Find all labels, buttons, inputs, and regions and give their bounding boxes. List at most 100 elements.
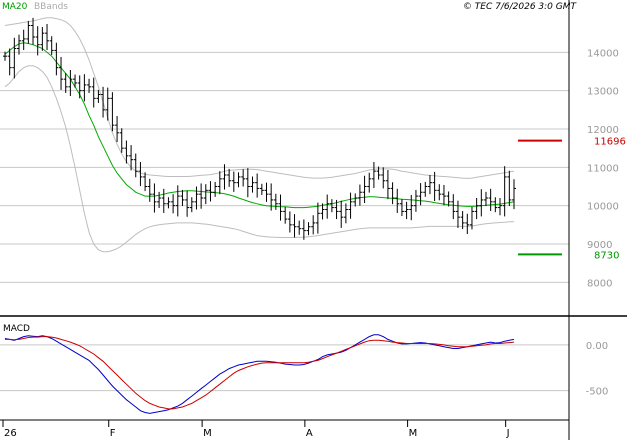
price-tick-label: 9000 — [587, 240, 612, 251]
ohlc-bar — [479, 189, 484, 217]
ohlc-bar — [236, 172, 241, 188]
ohlc-bar — [269, 183, 274, 211]
ohlc-bar — [493, 197, 498, 213]
x-tick-label: A — [306, 428, 313, 439]
price-y-ticks: 14000 13000 12000 11000 10000 9000 8000 — [587, 48, 619, 289]
levels-layer: 11696 8730 — [518, 137, 626, 261]
ohlc-bar — [49, 36, 54, 56]
ohlc-bar — [348, 192, 353, 219]
ohlc-bar — [59, 56, 64, 90]
price-tick-label: 13000 — [587, 87, 619, 98]
price-tick-label: 11000 — [587, 163, 619, 174]
ohlc-bar — [437, 184, 442, 201]
ohlc-bar — [353, 193, 358, 207]
macd-lines — [4, 334, 515, 414]
signal-line — [5, 336, 515, 410]
ohlc-bar — [31, 17, 36, 45]
ohlc-bar — [12, 37, 17, 79]
ohlc-bar — [124, 140, 129, 164]
ohlc-bar — [399, 199, 404, 217]
macd-tick-label: -500 — [586, 387, 609, 398]
ohlc-bar — [110, 92, 115, 132]
legend-bbands: BBands — [34, 2, 68, 12]
ohlc-bar — [133, 153, 138, 178]
price-tick-label: 8000 — [587, 278, 612, 289]
ohlc-bar — [339, 200, 344, 228]
ohlc-bar — [315, 202, 320, 234]
bband-lower-line — [4, 65, 514, 253]
ohlc-bar — [217, 171, 222, 195]
ohlc-bar — [325, 194, 330, 219]
ohlc-bar — [147, 178, 152, 202]
ohlc-bar — [17, 34, 22, 55]
legend-ma20: MA20 — [2, 2, 28, 12]
ohlc-bar — [320, 203, 325, 220]
ohlc-bar — [189, 197, 194, 213]
macd-title: MACD — [3, 324, 30, 334]
ohlc-bar — [446, 191, 451, 207]
ohlc-bar — [441, 184, 446, 206]
ohlc-bar — [455, 200, 460, 228]
ohlc-bar — [227, 168, 232, 187]
ohlc-bar — [175, 185, 180, 217]
ohlc-bar — [180, 189, 185, 207]
ohlc-bar — [367, 172, 372, 193]
ohlc-bar — [409, 194, 414, 221]
price-grid — [0, 51, 569, 283]
ohlc-bar — [96, 89, 101, 103]
ohlc-bar — [101, 86, 106, 118]
ohlc-bar — [231, 171, 236, 192]
ohlc-bar — [82, 74, 87, 102]
ohlc-bar — [73, 74, 78, 88]
ohlc-bar — [343, 203, 348, 224]
ohlc-bar — [427, 175, 432, 195]
ohlc-bar — [497, 198, 502, 216]
ohlc-bar — [3, 51, 7, 61]
source-label: © TEC 7/6/2026 3:0 GMT — [463, 2, 578, 12]
x-tick-label: F — [110, 428, 116, 439]
ohlc-bar — [451, 194, 456, 220]
ohlc-bar — [255, 173, 260, 198]
bbands-layer — [4, 17, 515, 253]
ohlc-bar — [157, 191, 162, 208]
ohlc-bar — [105, 87, 110, 121]
price-tick-label: 12000 — [587, 125, 619, 136]
ohlc-bar — [54, 42, 59, 76]
ma20-line — [4, 42, 515, 209]
ohlc-bar — [91, 77, 96, 108]
ohlc-bar — [213, 181, 218, 197]
ohlc-bar — [35, 26, 40, 56]
resistance-label: 11696 — [594, 137, 626, 148]
ohlc-bar — [502, 166, 507, 217]
ohlc-bar — [63, 73, 68, 93]
ohlc-bar — [203, 184, 208, 205]
ohlc-bar — [40, 27, 45, 51]
macd-tick-label: 0.00 — [586, 341, 608, 352]
ohlc-bar — [460, 211, 465, 230]
ohlc-bar — [423, 181, 428, 197]
x-tick-label: J — [506, 428, 510, 439]
ohlc-bar — [381, 167, 386, 189]
ohlc-bar — [465, 213, 470, 235]
ohlc-bar — [469, 206, 474, 230]
ohlc-bar — [488, 188, 493, 212]
ohlc-bar — [507, 170, 512, 207]
ohlc-bar — [418, 183, 423, 206]
ohlc-bar — [306, 222, 311, 236]
ohlc-bar — [329, 199, 334, 213]
ohlc-bar — [474, 198, 479, 220]
ohlc-bar — [357, 184, 362, 206]
ohlc-bar — [185, 190, 190, 217]
x-axis-ticks: 26 F M A M J — [2, 420, 510, 439]
ohlc-bar — [311, 215, 316, 235]
ohlc-bar — [376, 166, 381, 180]
ohlc-bar — [385, 170, 390, 200]
ohlc-bar — [292, 214, 297, 238]
ohlc-bar — [259, 183, 264, 195]
ohlc-bar — [301, 219, 306, 240]
ohlc-bar — [7, 48, 12, 76]
ohlc-bar — [45, 23, 50, 51]
ohlc-bar — [152, 183, 157, 213]
